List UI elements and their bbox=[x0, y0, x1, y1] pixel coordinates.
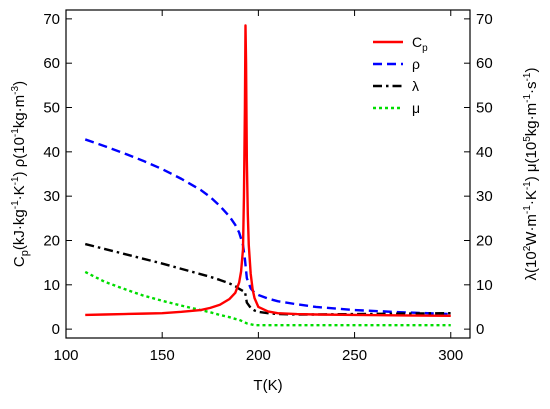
y-tick-label-right: 20 bbox=[476, 232, 493, 249]
y-tick-label-left: 20 bbox=[43, 232, 60, 249]
y-axis-label-right: λ(102W·m-1·K-1) μ(105kg·m-1·s-1) bbox=[522, 68, 540, 281]
legend: Cp ρλμ bbox=[373, 34, 428, 116]
legend-label: μ bbox=[412, 100, 420, 116]
plot-frame bbox=[65, 9, 471, 339]
y-tick-label-left: 70 bbox=[43, 11, 60, 28]
series-line bbox=[84, 138, 451, 316]
y-tick-label-right: 50 bbox=[476, 100, 493, 117]
series-line bbox=[85, 24, 451, 318]
x-axis-label: T(K) bbox=[253, 377, 282, 394]
y-tick-label-left: 40 bbox=[43, 144, 60, 161]
legend-label: λ bbox=[412, 78, 419, 94]
y-tick-label-right: 70 bbox=[476, 11, 493, 28]
y-tick-label-left: 60 bbox=[43, 55, 60, 72]
y-tick-label-right: 40 bbox=[476, 144, 493, 161]
x-tick-label: 250 bbox=[342, 347, 367, 364]
y-axis-label-left: Cp(kJ·kg-1·K-1) ρ(10-1kg·m-3) bbox=[10, 81, 31, 267]
x-tick-label: 300 bbox=[438, 347, 463, 364]
y-tick-label-left: 30 bbox=[43, 188, 60, 205]
legend-label: ρ bbox=[412, 56, 420, 72]
x-tick-label: 100 bbox=[53, 347, 78, 364]
series-line bbox=[84, 270, 451, 327]
y-tick-label-left: 50 bbox=[43, 100, 60, 117]
x-tick-label: 200 bbox=[246, 347, 271, 364]
x-tick-label: 150 bbox=[150, 347, 175, 364]
y-tick-label-left: 10 bbox=[43, 277, 60, 294]
tick-layer: 100 150 200 250 300 0 0 10 10 20 20 30 30 40 40 50 50 60 6… bbox=[43, 10, 493, 364]
series-line bbox=[84, 242, 451, 316]
legend-label: Cp bbox=[412, 34, 428, 54]
y-tick-label-right: 60 bbox=[476, 55, 493, 72]
y-tick-label-left: 0 bbox=[52, 321, 60, 338]
series-layer bbox=[84, 24, 451, 327]
y-tick-label-right: 10 bbox=[476, 277, 493, 294]
y-tick-label-right: 0 bbox=[476, 321, 484, 338]
y-tick-label-right: 30 bbox=[476, 188, 493, 205]
